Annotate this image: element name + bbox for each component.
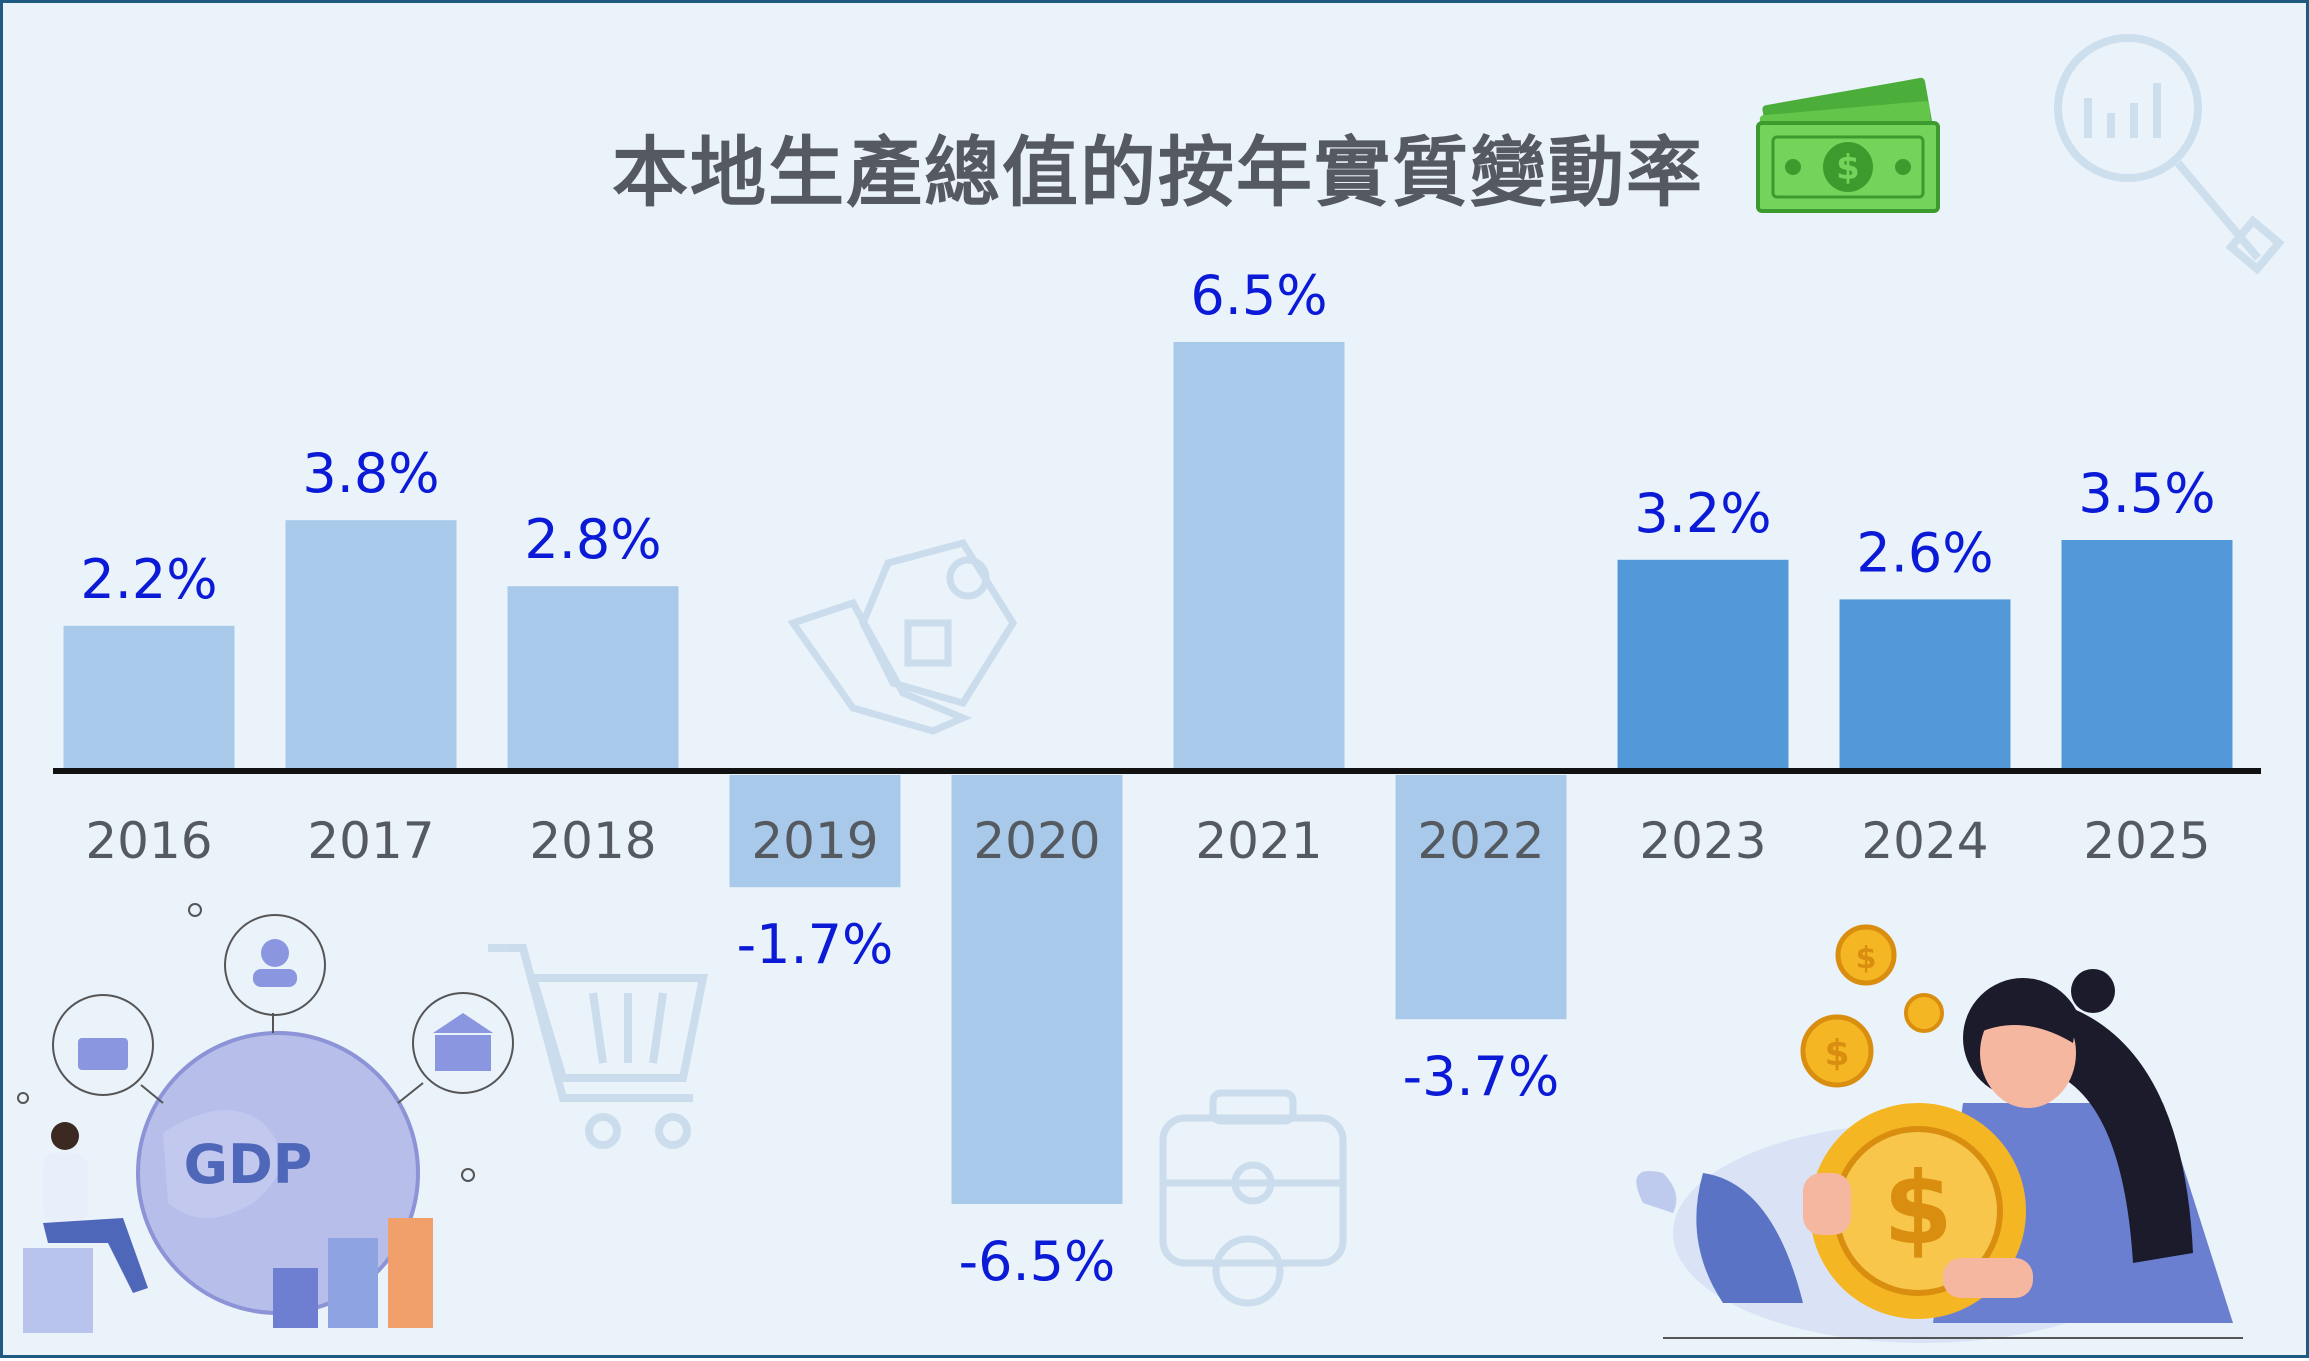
category-label-2020: 2020 xyxy=(973,812,1100,870)
woman-coin-illustration: $ $ $ xyxy=(1636,924,2243,1343)
bar-2025 xyxy=(2061,540,2233,771)
house-hand-icon xyxy=(787,538,1018,735)
value-label-2019: -1.7% xyxy=(737,913,894,976)
category-label-2025: 2025 xyxy=(2083,812,2210,870)
category-label-2016: 2016 xyxy=(85,812,212,870)
value-label-2024: 2.6% xyxy=(1856,521,1993,584)
value-label-2017: 3.8% xyxy=(302,442,439,505)
svg-text:$: $ xyxy=(1883,1150,1953,1267)
bar-2023 xyxy=(1617,559,1789,771)
bar-2016 xyxy=(63,625,235,771)
category-label-2024: 2024 xyxy=(1861,812,1988,870)
svg-text:$: $ xyxy=(1824,1033,1849,1074)
shopping-cart-icon xyxy=(488,944,708,1149)
category-label-2019: 2019 xyxy=(751,812,878,870)
value-label-2016: 2.2% xyxy=(80,548,217,611)
category-label-2023: 2023 xyxy=(1639,812,1766,870)
money-icon: $ xyxy=(1756,77,1940,213)
bar-2024 xyxy=(1839,599,2011,771)
gdp-globe-illustration: GDP xyxy=(17,903,514,1333)
chart-title: 本地生產總值的按年實質變動率 xyxy=(612,128,1704,217)
bar-2022 xyxy=(1395,775,1567,1020)
value-label-2020: -6.5% xyxy=(959,1230,1116,1293)
value-label-2018: 2.8% xyxy=(524,508,661,571)
category-label-2018: 2018 xyxy=(529,812,656,870)
gdp-badge: GDP xyxy=(184,1133,313,1196)
value-label-2021: 6.5% xyxy=(1190,264,1327,327)
category-label-2022: 2022 xyxy=(1417,812,1544,870)
magnifier-chart-icon xyxy=(2054,34,2285,275)
briefcase-icon xyxy=(1159,1089,1347,1307)
svg-text:$: $ xyxy=(1836,148,1860,188)
category-label-2017: 2017 xyxy=(307,812,434,870)
value-label-2022: -3.7% xyxy=(1403,1045,1560,1108)
value-label-2023: 3.2% xyxy=(1634,482,1771,545)
category-label-2021: 2021 xyxy=(1195,812,1322,870)
bar-2019 xyxy=(729,775,901,888)
bar-2017 xyxy=(285,520,457,771)
svg-text:$: $ xyxy=(1856,941,1877,976)
value-label-2025: 3.5% xyxy=(2078,462,2215,525)
chart-area: 2016 2.2% 2017 3.8% 2018 2.8% 2019 -1.7% 2020 -6.… xyxy=(17,34,2285,1343)
bar-2018 xyxy=(507,586,679,771)
bar-2020 xyxy=(951,775,1123,1204)
bar-2021 xyxy=(1173,342,1345,771)
